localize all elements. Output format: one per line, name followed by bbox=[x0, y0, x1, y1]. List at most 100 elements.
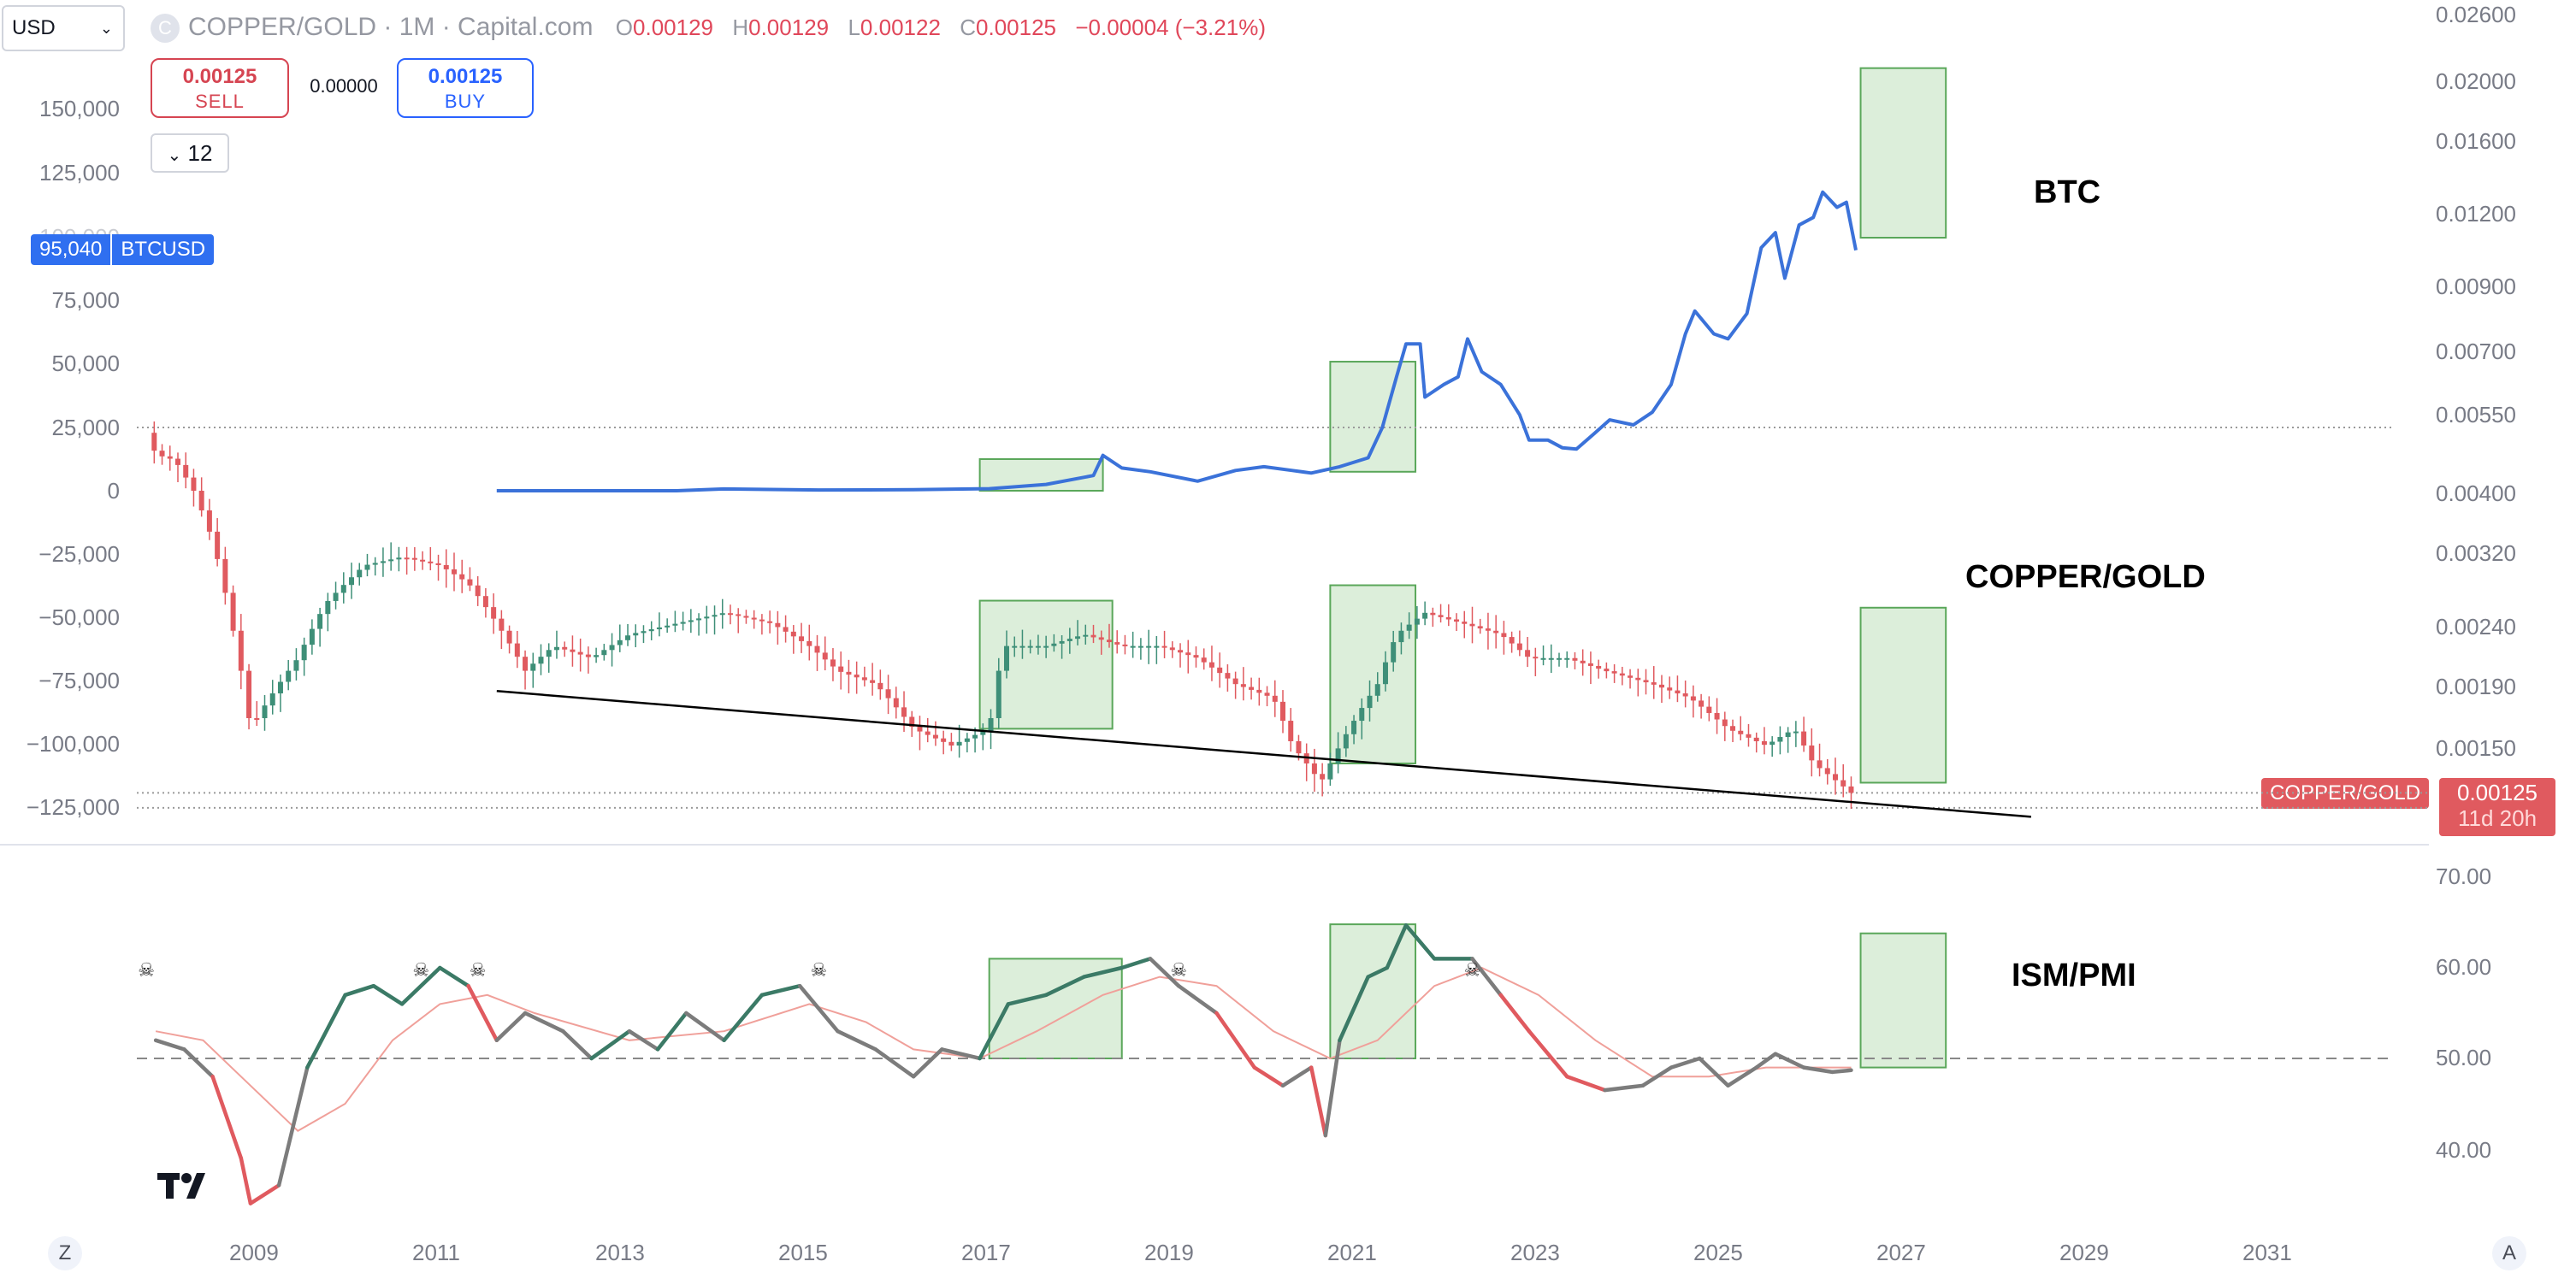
sell-button[interactable]: 0.00125 SELL bbox=[151, 58, 289, 118]
candle-body bbox=[1003, 645, 1009, 671]
candle-body bbox=[830, 659, 836, 667]
candle-body bbox=[1114, 642, 1120, 645]
candle-body bbox=[1169, 647, 1175, 651]
candle-body bbox=[1043, 645, 1049, 648]
symbol-legend[interactable]: C COPPER/GOLD · 1M · Capital.com O0.00129… bbox=[151, 10, 1278, 44]
candle-body bbox=[964, 738, 970, 742]
candle-body bbox=[1509, 637, 1515, 644]
candle-body bbox=[1658, 684, 1664, 688]
candle-body bbox=[254, 717, 260, 720]
candle-body bbox=[996, 670, 1001, 718]
candle-body bbox=[1738, 730, 1744, 734]
auto-scale-button[interactable]: A bbox=[2492, 1236, 2526, 1270]
candle-body bbox=[585, 654, 591, 657]
candle-body bbox=[1335, 748, 1341, 763]
cg-price: 0.00125 bbox=[2457, 780, 2538, 805]
ism-pmi-segment bbox=[438, 965, 470, 988]
right-axis-tick: 0.00240 bbox=[2436, 614, 2516, 640]
candle-body bbox=[870, 680, 876, 683]
candle-body bbox=[1548, 657, 1554, 660]
candle-body bbox=[309, 628, 315, 645]
candle-body bbox=[451, 569, 457, 575]
ism-pmi-segment bbox=[343, 983, 376, 998]
candle-body bbox=[1611, 671, 1617, 674]
candle-body bbox=[230, 592, 236, 631]
candle-body bbox=[822, 652, 828, 660]
candle-body bbox=[1343, 734, 1349, 749]
candle-body bbox=[1256, 689, 1262, 693]
candle-body bbox=[562, 646, 568, 650]
ism-pmi-segment bbox=[1120, 957, 1153, 970]
candle-body bbox=[506, 630, 512, 644]
candle-body bbox=[1840, 780, 1846, 787]
highlight-box bbox=[1329, 923, 1417, 1059]
buy-button[interactable]: 0.00125 BUY bbox=[397, 58, 534, 118]
candle-body bbox=[1722, 719, 1728, 727]
candle-body bbox=[665, 625, 671, 628]
candle-body bbox=[1619, 673, 1625, 676]
candle-body bbox=[1066, 639, 1072, 641]
candle-body bbox=[1130, 645, 1136, 648]
candle-body bbox=[1137, 645, 1143, 648]
left-axis-tick: 125,000 bbox=[39, 160, 120, 186]
x-axis-tick: 2017 bbox=[961, 1240, 1011, 1265]
left-axis-tick: −75,000 bbox=[38, 668, 120, 693]
candle-body bbox=[972, 734, 978, 739]
ism-pmi-segment bbox=[1564, 1074, 1607, 1093]
right-axis-tick: 0.02600 bbox=[2436, 2, 2516, 27]
candle-body bbox=[553, 646, 559, 651]
tradingview-logo-icon bbox=[157, 1173, 205, 1199]
candle-body bbox=[1643, 680, 1649, 683]
candle-body bbox=[1746, 734, 1752, 738]
ism-pmi-segment bbox=[1603, 1083, 1645, 1093]
skull-marker-icon: ☠ bbox=[470, 960, 487, 981]
candle-body bbox=[736, 614, 741, 616]
candle-body bbox=[743, 616, 749, 618]
open-label: O bbox=[615, 15, 634, 40]
close-label: C bbox=[960, 15, 977, 40]
candle-body bbox=[1525, 650, 1531, 657]
ism-pmi-segment bbox=[940, 1047, 982, 1061]
candle-body bbox=[1557, 657, 1563, 660]
ism-pmi-segment bbox=[1385, 922, 1409, 970]
chevron-down-icon: ⌄ bbox=[167, 146, 182, 165]
zoom-left-button[interactable]: Z bbox=[48, 1236, 82, 1270]
candle-body bbox=[799, 636, 805, 641]
sell-label: SELL bbox=[195, 91, 245, 112]
candle-body bbox=[1628, 675, 1634, 678]
candle-body bbox=[1445, 616, 1451, 620]
sell-price: 0.00125 bbox=[182, 65, 257, 88]
left-axis-tick: 150,000 bbox=[39, 96, 120, 121]
candle-body bbox=[838, 666, 844, 672]
ism-pmi-label: ISM/PMI bbox=[2012, 958, 2136, 993]
candle-body bbox=[499, 618, 505, 631]
interval-dropdown[interactable]: ⌄ 12 bbox=[151, 133, 229, 173]
candle-body bbox=[1587, 663, 1593, 666]
candle-body bbox=[1635, 677, 1641, 681]
left-axis-tick: −50,000 bbox=[38, 604, 120, 630]
candle-body bbox=[1217, 667, 1223, 674]
candle-body bbox=[1485, 628, 1491, 631]
candle-body bbox=[174, 458, 180, 465]
candle-body bbox=[941, 738, 947, 742]
candle-body bbox=[1193, 655, 1199, 658]
candle-body bbox=[1516, 643, 1522, 651]
ism-moving-average-line bbox=[155, 966, 1852, 1133]
candle-body bbox=[191, 477, 197, 491]
x-axis-tick: 2019 bbox=[1144, 1240, 1194, 1265]
candle-body bbox=[956, 741, 962, 746]
currency-select[interactable]: USD ⌄ bbox=[2, 5, 125, 51]
candle-body bbox=[435, 563, 441, 565]
candle-body bbox=[459, 574, 465, 580]
x-axis-tick: 2025 bbox=[1693, 1240, 1743, 1265]
candle-body bbox=[523, 657, 529, 671]
symbol-logo-icon: C bbox=[151, 14, 180, 44]
candle-body bbox=[1208, 662, 1214, 668]
left-axis-tick: 75,000 bbox=[51, 287, 120, 313]
change-value: −0.00004 (−3.21%) bbox=[1075, 15, 1266, 40]
ism-pmi-segment bbox=[1698, 1056, 1730, 1088]
candle-body bbox=[1493, 630, 1499, 634]
candle-body bbox=[215, 531, 221, 559]
candle-body bbox=[806, 640, 812, 646]
